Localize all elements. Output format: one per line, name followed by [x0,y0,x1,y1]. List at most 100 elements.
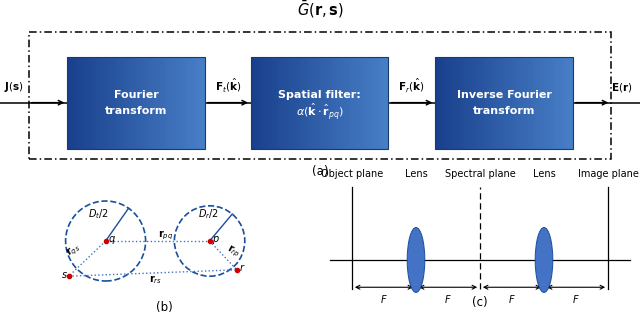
Bar [183,57,186,149]
Bar [186,57,189,149]
Text: $\mathbf{r}_{rs}$: $\mathbf{r}_{rs}$ [149,274,162,286]
Bar [287,57,290,149]
Bar [276,57,279,149]
Bar [468,57,471,149]
Bar [372,57,375,149]
Bar [476,57,479,149]
Bar [507,57,510,149]
Bar [482,57,485,149]
Bar [308,57,312,149]
Bar [367,57,369,149]
Bar [259,57,262,149]
Bar [383,57,386,149]
Bar [164,57,166,149]
Bar [136,57,139,149]
Bar [172,57,175,149]
Bar [161,57,164,149]
Bar [281,57,284,149]
Bar [317,57,320,149]
Bar [128,57,131,149]
Bar [435,57,573,149]
Bar [333,57,337,149]
Bar [449,57,452,149]
Bar [488,57,491,149]
Bar [292,57,295,149]
Bar [78,57,81,149]
Text: $\mathbf{J}(\mathbf{s})$: $\mathbf{J}(\mathbf{s})$ [4,80,24,94]
Ellipse shape [407,228,425,292]
Bar [300,57,303,149]
Bar [202,57,205,149]
Text: Lens: Lens [532,169,556,179]
Text: Fourier: Fourier [114,90,158,100]
Bar [463,57,466,149]
Bar [344,57,348,149]
Bar [166,57,170,149]
Bar [562,57,565,149]
Bar [526,57,529,149]
Bar [355,57,358,149]
Bar [273,57,276,149]
Bar [306,57,309,149]
Text: transform: transform [473,106,535,116]
Bar [270,57,273,149]
Bar [457,57,460,149]
Bar [564,57,568,149]
Text: $F$: $F$ [444,293,452,305]
Bar [298,57,301,149]
Bar [559,57,562,149]
Bar [465,57,468,149]
Bar [67,57,70,149]
Text: $F$: $F$ [508,293,516,305]
Bar [540,57,543,149]
Text: $\mathbf{E}(\mathbf{r})$: $\mathbf{E}(\mathbf{r})$ [611,81,633,94]
Bar [570,57,573,149]
Bar [144,57,147,149]
Bar [278,57,282,149]
Bar [191,57,194,149]
Bar [520,57,524,149]
Bar [339,57,342,149]
Bar [253,57,257,149]
Bar [314,57,317,149]
Bar [490,57,493,149]
Bar [496,57,499,149]
Bar [331,57,334,149]
Bar [73,57,76,149]
Bar [84,57,87,149]
Bar [504,57,507,149]
Bar [150,57,153,149]
Bar [386,57,388,149]
Bar [188,57,191,149]
Bar [369,57,372,149]
Bar [358,57,361,149]
Bar [175,57,178,149]
Text: (c): (c) [472,296,488,309]
Bar [556,57,559,149]
Bar [444,57,447,149]
Bar [139,57,142,149]
Bar [67,57,205,149]
Bar [116,57,120,149]
Text: transform: transform [105,106,167,116]
Bar [289,57,292,149]
Bar [518,57,521,149]
Bar [537,57,540,149]
Bar [320,57,323,149]
Text: $r$: $r$ [239,262,245,274]
Bar [336,57,339,149]
Bar [380,57,383,149]
Bar [109,57,111,149]
Bar [262,57,265,149]
Bar [89,57,92,149]
Bar [95,57,98,149]
Bar [257,57,259,149]
Ellipse shape [535,228,553,292]
Text: $\mathbf{F}_r(\hat{\mathbf{k}})$: $\mathbf{F}_r(\hat{\mathbf{k}})$ [398,76,425,94]
Bar [531,57,534,149]
Bar [147,57,150,149]
Text: Object plane: Object plane [321,169,383,179]
Text: $\mathbf{r}_{rp}$: $\mathbf{r}_{rp}$ [224,243,243,261]
Bar [133,57,136,149]
Bar [471,57,474,149]
